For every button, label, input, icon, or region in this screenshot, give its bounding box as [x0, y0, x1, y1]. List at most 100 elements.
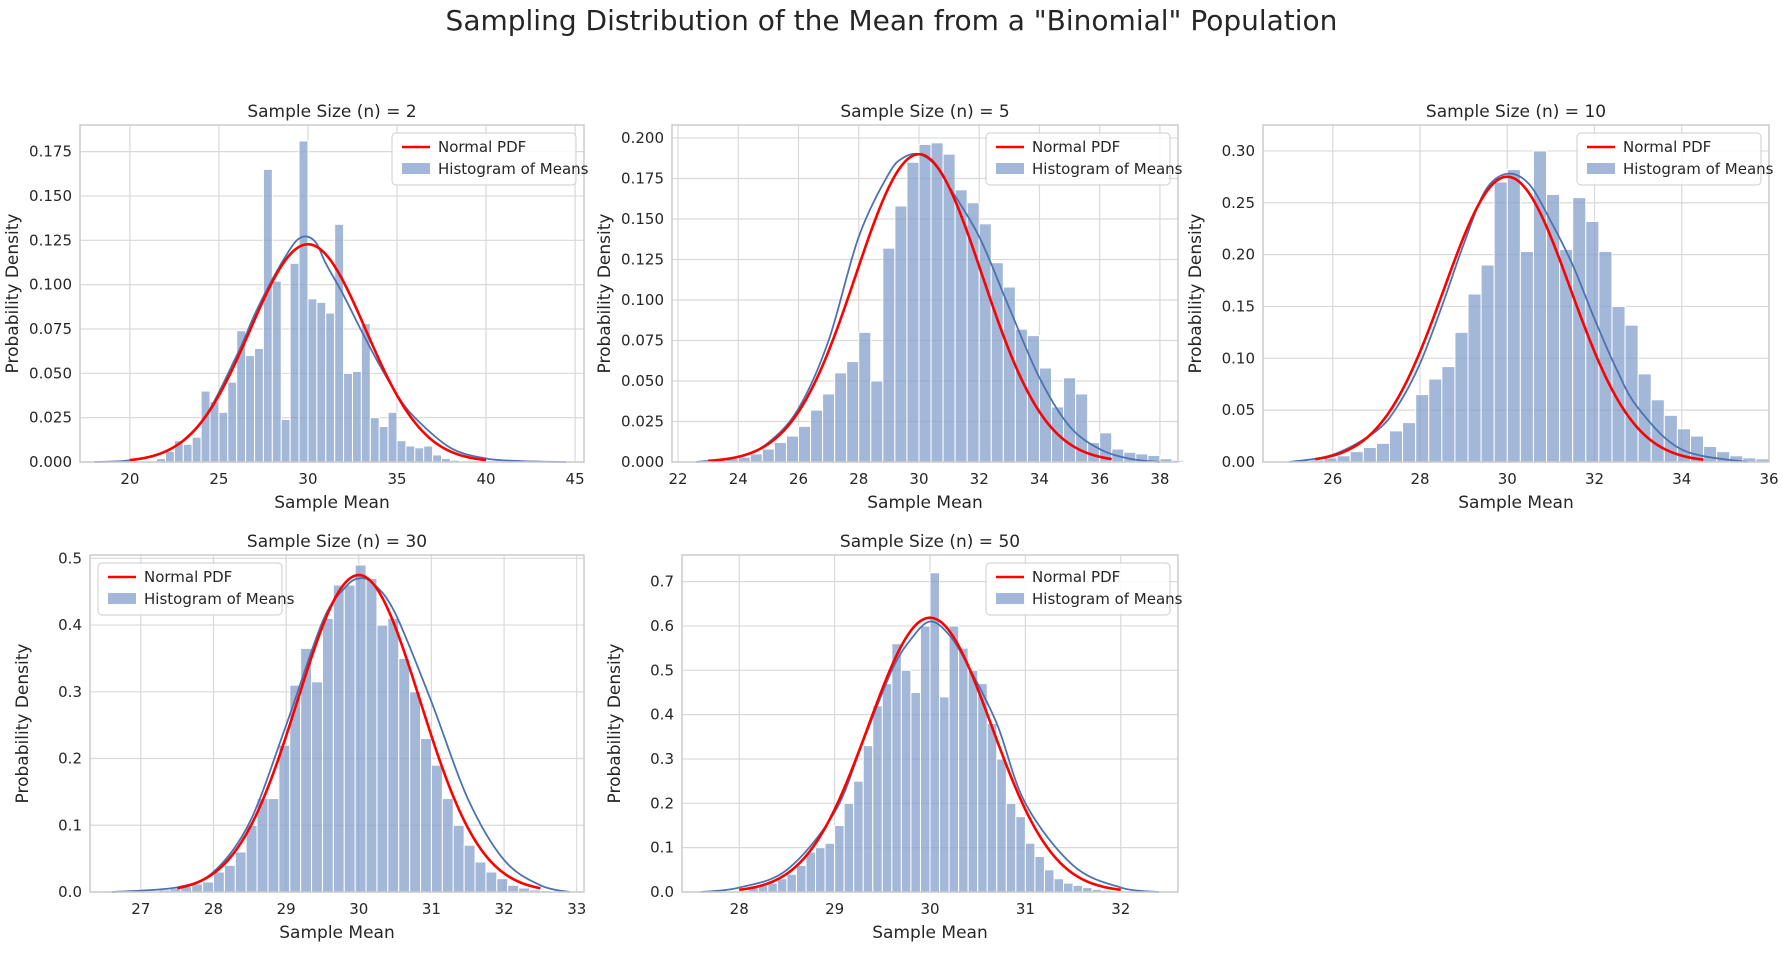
- histogram-bar: [351, 371, 362, 463]
- x-tick-label: 26: [789, 470, 808, 488]
- x-tick-label: 26: [1323, 470, 1342, 488]
- histogram-bar: [1402, 422, 1417, 463]
- kde-line: [1289, 172, 1748, 463]
- histogram-bar: [256, 798, 269, 893]
- histogram-bar: [343, 372, 353, 463]
- legend-label-normal-pdf: Normal PDF: [1032, 568, 1120, 586]
- histogram-bar: [227, 381, 238, 463]
- histogram-bar: [891, 643, 902, 893]
- y-tick-label: 0.100: [621, 291, 664, 309]
- axes-frame: [671, 124, 1179, 463]
- legend-label-normal-pdf: Normal PDF: [438, 138, 526, 156]
- histogram-bar: [919, 625, 931, 893]
- histogram-bar: [930, 142, 944, 463]
- x-tick-label: 32: [970, 470, 989, 488]
- y-tick-label: 0.4: [650, 706, 674, 724]
- histogram-bar: [810, 409, 824, 463]
- legend-box: [1576, 132, 1762, 186]
- y-tick-label: 0.10: [1222, 349, 1255, 367]
- y-tick-label: 0.125: [621, 250, 664, 268]
- histogram-bar: [202, 881, 214, 893]
- legend-box: [985, 132, 1171, 186]
- y-tick-label: 0.125: [29, 231, 72, 249]
- histogram-bar: [990, 262, 1004, 463]
- histogram-bar: [378, 426, 389, 463]
- x-tick-label: 32: [1585, 470, 1604, 488]
- histogram-bar: [387, 617, 400, 893]
- histogram-bar: [846, 361, 860, 463]
- legend: Normal PDF Histogram of Means: [391, 132, 589, 186]
- x-tick-label: 31: [422, 900, 441, 918]
- panel-title: Sample Size (n) = 30: [247, 532, 427, 552]
- x-tick-label: 28: [730, 900, 749, 918]
- histogram-bar: [1703, 445, 1718, 463]
- x-tick-label: 28: [204, 900, 223, 918]
- y-tick-label: 0.15: [1222, 297, 1255, 315]
- x-tick-label: 27: [131, 900, 150, 918]
- histogram-bar: [365, 577, 378, 893]
- y-tick-label: 0.3: [58, 683, 82, 701]
- histogram-bar: [218, 411, 229, 463]
- y-tick-label: 0.20: [1222, 246, 1255, 264]
- histogram-bar: [776, 878, 788, 893]
- y-tick-label: 0.7: [650, 573, 674, 591]
- histogram-bar: [405, 445, 416, 463]
- histogram-bar: [906, 161, 920, 463]
- histogram-bar: [414, 447, 425, 463]
- histogram-bar: [213, 871, 225, 893]
- x-tick-label: 22: [668, 470, 687, 488]
- histogram-bar: [795, 864, 807, 893]
- y-axis-label: Probability Density: [3, 214, 23, 374]
- chart-panel-5: 28 29 30 31 32 0.0 0.1 0.2 0.3 0.4 0.5 0.6 0.7 Sample…: [605, 532, 1183, 943]
- histogram-bar: [939, 696, 950, 893]
- histogram-bar: [881, 683, 893, 893]
- histogram-bar: [354, 564, 367, 893]
- histogram-bar: [822, 393, 836, 463]
- histogram-bar: [1559, 248, 1574, 463]
- legend-label-histogram: Histogram of Means: [1032, 160, 1183, 178]
- panel-title: Sample Size (n) = 50: [840, 532, 1020, 552]
- legend: Normal PDF Histogram of Means: [97, 562, 295, 616]
- y-tick-label: 0.000: [621, 453, 664, 471]
- y-axis-label: Probability Density: [595, 214, 615, 374]
- histogram-bar: [996, 758, 1007, 893]
- x-tick-label: 30: [349, 900, 368, 918]
- histogram-bar: [815, 847, 826, 893]
- histogram-bar: [271, 280, 282, 463]
- histogram-bar: [1480, 264, 1495, 463]
- histogram-bar: [858, 331, 872, 463]
- x-tick-label: 28: [1410, 470, 1429, 488]
- histogram-bar: [1002, 286, 1016, 463]
- x-tick-label: 29: [277, 900, 296, 918]
- histogram-bar: [423, 445, 434, 463]
- legend-label-histogram: Histogram of Means: [1032, 590, 1183, 608]
- histogram-bar: [834, 824, 845, 893]
- histogram-bar: [798, 425, 812, 463]
- panel-title: Sample Size (n) = 5: [840, 102, 1009, 122]
- legend-histogram-swatch: [996, 163, 1024, 174]
- histogram-bar: [954, 189, 968, 463]
- histogram-bar: [986, 723, 998, 893]
- histogram-bar: [332, 584, 345, 893]
- histogram-bars: [713, 142, 1185, 463]
- chart-panel-4: 27 28 29 30 31 32 33 0.0 0.1 0.2 0.3 0.4 0.5 Sample S…: [13, 532, 586, 943]
- y-tick-label: 0.075: [29, 320, 72, 338]
- histogram-bar: [289, 262, 300, 463]
- histogram-bar: [1072, 884, 1084, 893]
- y-tick-label: 0.5: [58, 549, 82, 567]
- panel-title: Sample Size (n) = 2: [247, 102, 416, 122]
- histogram-bar: [280, 418, 291, 463]
- x-tick-label: 30: [298, 470, 317, 488]
- chart-panel-2: 22 24 26 28 30 32 34 36 38 0.000 0.025 0.050 0.075 0.…: [595, 102, 1185, 513]
- histogram-bar: [1572, 197, 1587, 463]
- normal-pdf-line: [129, 242, 487, 462]
- axes-frame: [1262, 124, 1770, 463]
- panel-title: Sample Size (n) = 10: [1426, 102, 1606, 122]
- y-tick-label: 0.4: [58, 616, 82, 634]
- histogram-bar: [1506, 169, 1521, 463]
- histogram-bar: [1441, 366, 1456, 463]
- y-tick-label: 0.150: [29, 187, 72, 205]
- y-tick-label: 0.2: [650, 794, 674, 812]
- histogram-bar: [432, 454, 443, 463]
- axes-frame: [681, 554, 1179, 893]
